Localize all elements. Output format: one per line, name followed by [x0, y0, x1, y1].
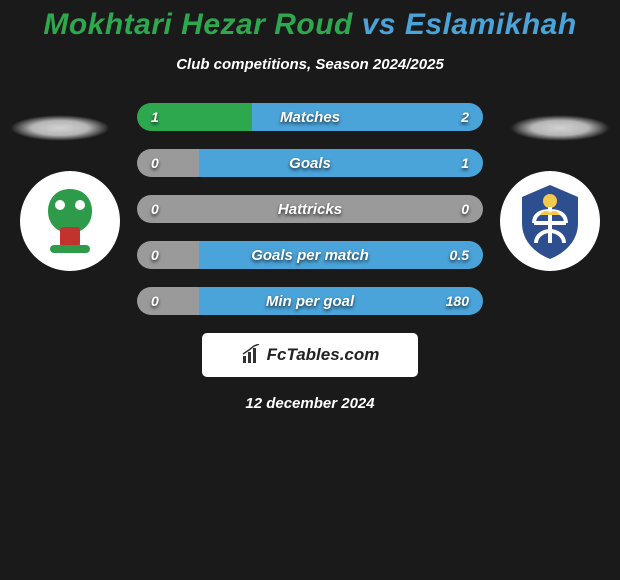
stat-row: 0180Min per goal	[137, 287, 483, 315]
title-vs: vs	[353, 8, 405, 41]
page-title: Mokhtari Hezar Roud vs Eslamikhah	[0, 8, 620, 42]
title-player2: Eslamikhah	[405, 8, 577, 41]
bar-right	[199, 287, 483, 315]
bar-right	[199, 149, 483, 177]
brand-text: FcTables.com	[267, 345, 380, 365]
bar-left	[137, 241, 199, 269]
team-logo-left	[20, 171, 120, 271]
team-logo-right	[500, 171, 600, 271]
bar-left	[137, 103, 252, 131]
stat-row: 12Matches	[137, 103, 483, 131]
bar-left	[137, 287, 199, 315]
stat-rows: 12Matches 01Goals 00Hattricks 00.5Goals per…	[137, 103, 483, 315]
bar-right	[252, 103, 483, 131]
stat-row: 01Goals	[137, 149, 483, 177]
chart-icon	[241, 344, 263, 366]
team-logo-left-svg	[20, 171, 120, 271]
subtitle: Club competitions, Season 2024/2025	[0, 56, 620, 73]
footer-date: 12 december 2024	[0, 395, 620, 412]
bar-right	[199, 241, 483, 269]
logo-shadow-right	[510, 115, 610, 141]
comparison-area: 12Matches 01Goals 00Hattricks 00.5Goals per…	[0, 103, 620, 315]
stat-row: 00.5Goals per match	[137, 241, 483, 269]
title-player1: Mokhtari Hezar Roud	[43, 8, 353, 41]
bar-left	[137, 149, 199, 177]
bar-right	[310, 195, 483, 223]
logo-shadow-left	[10, 115, 110, 141]
brand-badge: FcTables.com	[202, 333, 418, 377]
infographic-card: Mokhtari Hezar Roud vs Eslamikhah Club c…	[0, 0, 620, 412]
bar-left	[137, 195, 310, 223]
team-logo-right-svg	[500, 171, 600, 271]
stat-row: 00Hattricks	[137, 195, 483, 223]
